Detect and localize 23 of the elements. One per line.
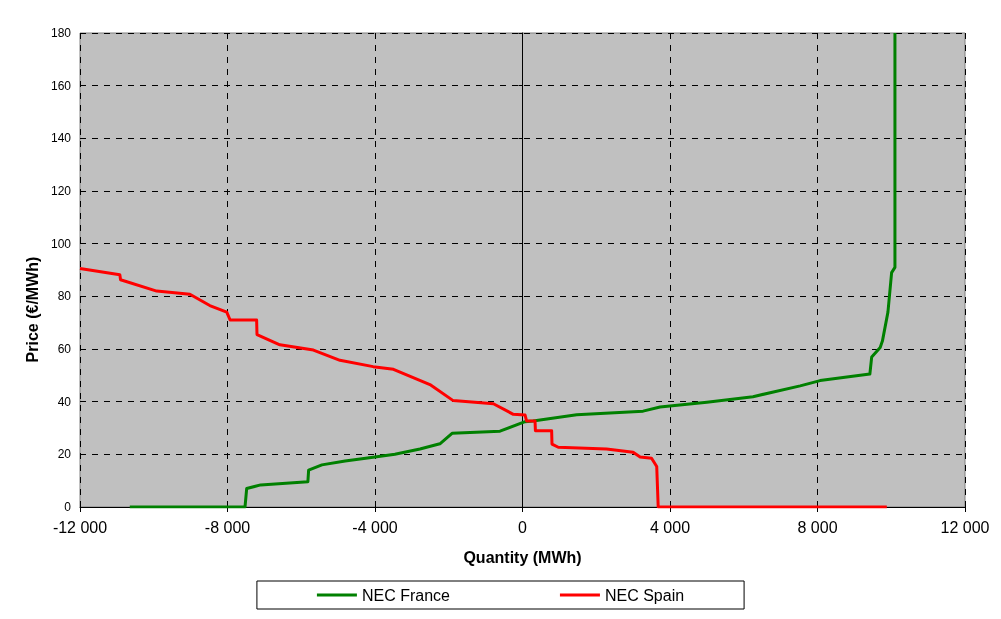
- x-tick-label: -12 000: [52, 518, 108, 536]
- y-axis-title: Price (€/MWh): [23, 256, 41, 363]
- legend-label: NEC France: [361, 586, 451, 604]
- line-series: [128, 31, 897, 509]
- x-tick-label: 4 000: [649, 518, 691, 536]
- line-series: [78, 266, 889, 509]
- y-tick-label: 180: [50, 26, 72, 40]
- x-axis-title: Quantity (MWh): [463, 548, 582, 566]
- x-tick-label: 8 000: [797, 518, 838, 536]
- x-tick-label: 12 000: [940, 518, 990, 536]
- y-tick-label: 160: [50, 78, 72, 93]
- y-tick-label: 40: [57, 394, 72, 409]
- y-tick-label: 0: [64, 500, 72, 514]
- y-tick-label: 100: [50, 236, 72, 251]
- y-tick-label: 120: [50, 184, 72, 198]
- x-tick-label: -4 000: [352, 518, 398, 536]
- y-tick-label: 80: [57, 289, 72, 304]
- x-tick-label: 0: [518, 518, 528, 536]
- y-tick-label: 60: [57, 342, 72, 356]
- legend-label: NEC Spain: [604, 586, 685, 604]
- y-tick-label: 20: [57, 447, 72, 462]
- x-tick-label: -8 000: [204, 518, 251, 536]
- y-tick-label: 140: [50, 131, 72, 146]
